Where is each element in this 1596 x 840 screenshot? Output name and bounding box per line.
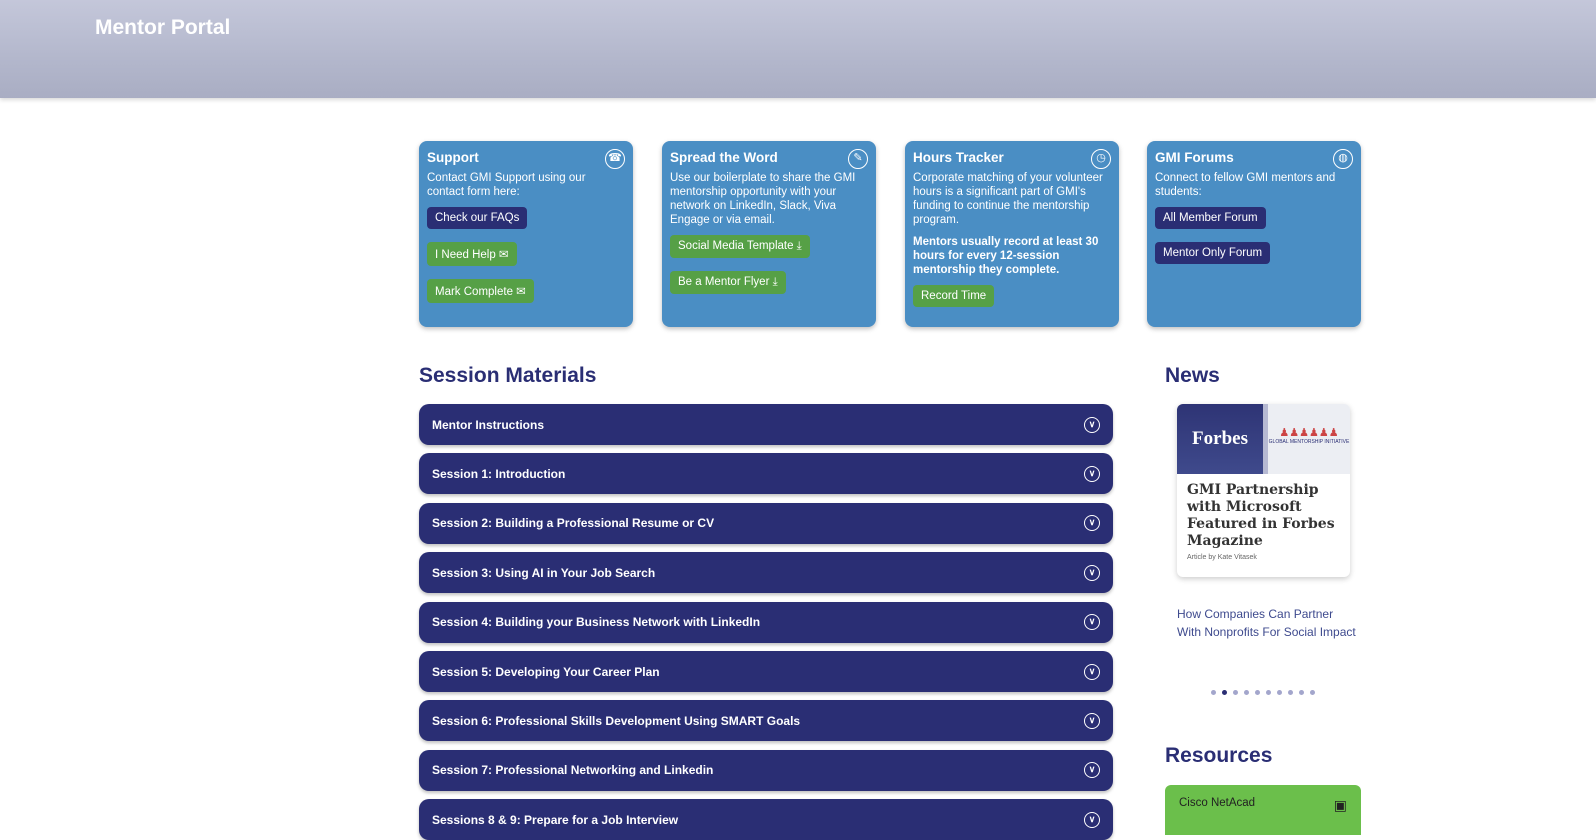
carousel-dot[interactable] xyxy=(1288,690,1293,695)
carousel-dot[interactable] xyxy=(1244,690,1249,695)
news-headline: GMI Partnership with Microsoft Featured … xyxy=(1187,482,1335,549)
accordion-item[interactable]: Session 5: Developing Your Career Plan ∨ xyxy=(419,651,1113,692)
forbes-logo: Forbes xyxy=(1177,404,1263,474)
carousel-dot[interactable] xyxy=(1255,690,1260,695)
chevron-down-icon: ∨ xyxy=(1084,416,1100,433)
resource-label: Cisco NetAcad xyxy=(1179,797,1256,809)
accordion-label: Session 5: Developing Your Career Plan xyxy=(432,664,660,679)
carousel-dot[interactable] xyxy=(1233,690,1238,695)
accordion-item[interactable]: Session 2: Building a Professional Resum… xyxy=(419,502,1113,544)
session-materials-heading: Session Materials xyxy=(419,364,597,387)
card-gmi-forums: ◍ GMI Forums Connect to fellow GMI mento… xyxy=(1147,141,1361,327)
card-button[interactable]: Mark Complete ✉ xyxy=(427,279,534,303)
carousel-dot[interactable] xyxy=(1277,690,1282,695)
card-button[interactable]: Social Media Template ⤓ xyxy=(670,235,810,258)
chevron-down-icon: ∨ xyxy=(1084,811,1100,828)
accordion-label: Session 7: Professional Networking and L… xyxy=(432,763,714,778)
accordion-item[interactable]: Sessions 8 & 9: Prepare for a Job Interv… xyxy=(419,799,1113,840)
card-title: Hours Tracker xyxy=(913,150,1004,165)
news-heading: News xyxy=(1165,364,1220,387)
card-button[interactable]: Check our FAQs xyxy=(427,207,528,229)
gmi-logo: ♟♟♟♟♟♟ GLOBAL MENTORSHIP INITIATIVE xyxy=(1263,404,1350,474)
accordion-item[interactable]: Session 3: Using AI in Your Job Search ∨ xyxy=(419,552,1113,594)
chevron-down-icon: ∨ xyxy=(1084,515,1100,532)
accordion-label: Session 3: Using AI in Your Job Search xyxy=(432,565,656,580)
accordion-label: Session 6: Professional Skills Developme… xyxy=(432,713,801,728)
header-banner: Mentor Portal xyxy=(0,0,1596,98)
globe-icon: ◍ xyxy=(1333,149,1353,169)
portal-title: Mentor Portal xyxy=(95,16,231,39)
news-card[interactable]: Forbes ♟♟♟♟♟♟ GLOBAL MENTORSHIP INITIATIV… xyxy=(1177,404,1350,577)
news-image: Forbes ♟♟♟♟♟♟ GLOBAL MENTORSHIP INITIATIV… xyxy=(1177,404,1350,474)
share-icon: ✎ xyxy=(848,149,868,169)
accordion-label: Mentor Instructions xyxy=(432,417,545,432)
carousel-dot[interactable] xyxy=(1299,690,1304,695)
card-button[interactable]: Record Time xyxy=(913,285,995,307)
accordion-item[interactable]: Mentor Instructions ∨ xyxy=(419,404,1113,445)
card-text: Use our boilerplate to share the GMI men… xyxy=(670,172,856,226)
clock-icon: ◷ xyxy=(1091,149,1111,169)
card-button[interactable]: I Need Help ✉ xyxy=(427,242,517,266)
carousel-dot[interactable] xyxy=(1266,690,1271,695)
news-link[interactable]: How Companies Can Partner With Nonprofit… xyxy=(1177,607,1356,639)
accordion-label: Sessions 8 & 9: Prepare for a Job Interv… xyxy=(432,812,679,827)
card-text: Connect to fellow GMI mentors and studen… xyxy=(1155,172,1336,198)
card-button[interactable]: Mentor Only Forum xyxy=(1155,242,1271,264)
accordion-label: Session 4: Building your Business Networ… xyxy=(432,615,761,630)
carousel-dot[interactable] xyxy=(1222,690,1227,695)
chevron-down-icon: ∨ xyxy=(1084,564,1100,581)
accordion-item[interactable]: Session 4: Building your Business Networ… xyxy=(419,601,1113,643)
chevron-down-icon: ∨ xyxy=(1084,663,1100,680)
support-icon: ☎ xyxy=(605,149,625,169)
card-title: Support xyxy=(427,150,479,165)
card-hours-tracker: ◷ Hours Tracker Corporate matching of yo… xyxy=(905,141,1119,327)
accordion-label: Session 2: Building a Professional Resum… xyxy=(432,516,715,531)
resource-cisco-netacad[interactable]: Cisco NetAcad ▣ xyxy=(1165,785,1361,835)
resources-heading: Resources xyxy=(1165,744,1273,767)
carousel-dot[interactable] xyxy=(1310,690,1315,695)
card-support: ☎ Support Contact GMI Support using our … xyxy=(419,141,633,327)
chevron-down-icon: ∨ xyxy=(1084,762,1100,779)
laptop-icon: ▣ xyxy=(1333,797,1347,813)
chevron-down-icon: ∨ xyxy=(1084,465,1100,482)
card-title: GMI Forums xyxy=(1155,150,1234,165)
news-byline: Article by Kate Vitasek xyxy=(1187,554,1257,561)
card-text: Contact GMI Support using our contact fo… xyxy=(427,172,586,198)
carousel-dot[interactable] xyxy=(1211,690,1216,695)
card-title: Spread the Word xyxy=(670,150,778,165)
card-spread-the-word: ✎ Spread the Word Use our boilerplate to… xyxy=(662,141,876,327)
card-button[interactable]: All Member Forum xyxy=(1155,207,1266,229)
card-button[interactable]: Be a Mentor Flyer ⤓ xyxy=(670,271,786,294)
card-text: Corporate matching of your volunteer hou… xyxy=(913,172,1103,226)
chevron-down-icon: ∨ xyxy=(1084,712,1100,729)
carousel-dots xyxy=(1211,690,1315,695)
accordion-item[interactable]: Session 7: Professional Networking and L… xyxy=(419,749,1113,791)
accordion-label: Session 1: Introduction xyxy=(432,466,566,481)
card-note: Mentors usually record at least 30 hours… xyxy=(913,236,1099,276)
chevron-down-icon: ∨ xyxy=(1084,614,1100,631)
accordion-item[interactable]: Session 6: Professional Skills Developme… xyxy=(419,700,1113,742)
accordion-item[interactable]: Session 1: Introduction ∨ xyxy=(419,453,1113,495)
